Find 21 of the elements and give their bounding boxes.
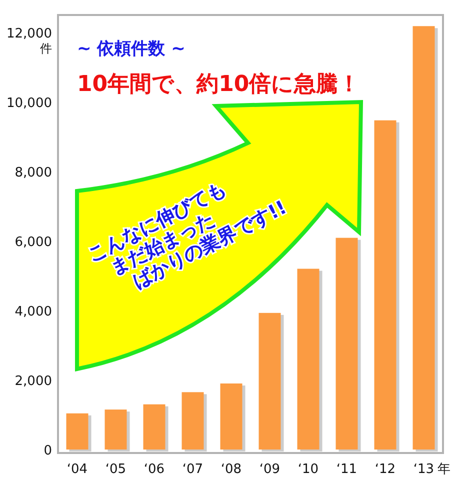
x-tick-label: ‘13 [413,462,434,477]
y-tick-label: 8,000 [14,165,52,180]
y-tick-label: 10,000 [6,96,52,111]
x-tick-label: ‘04 [66,462,88,477]
y-axis-title: 件 [40,41,52,56]
x-tick-label: ‘07 [182,462,204,477]
y-tick-label: 0 [44,444,52,459]
x-tick-label: ‘12 [374,462,396,477]
y-tick-label: 12,000 [6,26,52,42]
x-tick-label: ‘08 [220,462,242,477]
text: ~ 依頼件数 ~ [77,39,186,59]
y-tick-label: 2,000 [14,374,52,389]
x-tick-label: ‘11 [336,462,358,477]
text: 10年間で、約10倍に急騰！ [77,72,360,97]
x-tick-label: ‘05 [105,462,126,477]
y-tick-label: 6,000 [14,234,52,250]
y-tick-label: 4,000 [14,304,52,320]
x-tick-label: ‘06 [144,462,165,477]
x-tick-label: ‘10 [298,462,319,477]
x-tick-label: ‘09 [259,462,280,477]
x-axis-title: 年 [438,462,450,477]
